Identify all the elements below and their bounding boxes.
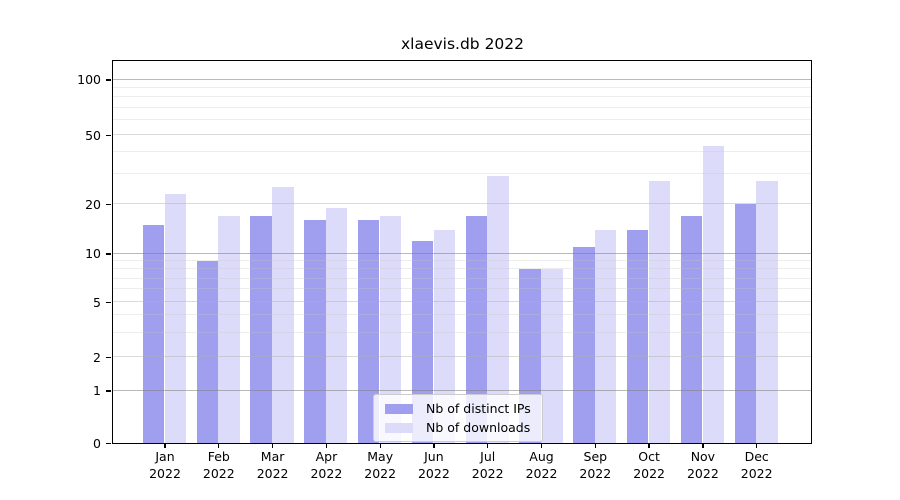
gridline-minor xyxy=(113,96,811,98)
gridline-minor xyxy=(113,259,811,261)
y-tick-mark xyxy=(106,390,111,392)
bar-distinct-ips xyxy=(411,240,434,443)
gridline-minor xyxy=(113,172,811,174)
gridline-minor xyxy=(113,86,811,88)
bar-distinct-ips xyxy=(304,219,326,443)
y-tick-label: 1 xyxy=(93,383,101,398)
gridline-minor xyxy=(113,277,811,279)
x-tick-label: Oct 2022 xyxy=(633,449,665,481)
bar-downloads xyxy=(164,193,187,443)
x-tick-mark xyxy=(379,443,381,448)
bar-downloads xyxy=(595,229,617,443)
bar-distinct-ips xyxy=(142,224,165,443)
bar-distinct-ips xyxy=(627,229,649,443)
x-tick-mark xyxy=(594,443,596,448)
x-tick-mark xyxy=(487,443,489,448)
x-tick-label: Sep 2022 xyxy=(579,449,612,481)
y-tick-mark xyxy=(106,356,111,359)
y-tick-mark xyxy=(106,203,111,206)
gridline-major xyxy=(113,78,811,80)
x-tick-mark xyxy=(540,443,543,448)
bar-downloads xyxy=(541,269,563,443)
chart-title: xlaevis.db 2022 xyxy=(400,35,525,53)
gridline-minor xyxy=(113,314,811,316)
bar-downloads xyxy=(648,181,671,443)
y-tick-mark xyxy=(106,442,111,445)
y-tick-label: 10 xyxy=(85,246,101,261)
gridline-minor xyxy=(113,331,811,333)
x-tick-label: Jul 2022 xyxy=(471,449,504,481)
gridline-minor xyxy=(113,107,811,109)
x-tick-mark xyxy=(702,443,704,448)
bar-distinct-ips xyxy=(196,260,219,443)
y-tick-label: 5 xyxy=(93,294,101,310)
gridline-minor xyxy=(113,150,811,152)
bar-downloads xyxy=(379,215,402,443)
y-tick-label: 20 xyxy=(85,196,101,212)
x-tick-label: Jan 2022 xyxy=(149,449,181,481)
gridline-major xyxy=(113,203,811,204)
x-tick-mark xyxy=(271,443,274,448)
bar-distinct-ips xyxy=(358,219,380,443)
legend-swatch-distinct-ips-icon xyxy=(385,403,413,414)
x-tick-mark xyxy=(218,443,220,448)
bar-downloads xyxy=(218,215,240,443)
gridline-major xyxy=(113,134,811,135)
legend-item-distinct-ips: Nb of distinct IPs xyxy=(385,399,536,418)
bar-distinct-ips xyxy=(465,215,488,443)
legend-swatch-downloads-icon xyxy=(385,422,413,433)
x-tick-label: Dec 2022 xyxy=(740,449,773,481)
gridline-minor xyxy=(113,119,811,121)
bar-downloads xyxy=(326,207,348,443)
y-tick-label: 100 xyxy=(77,72,101,87)
gridline-major xyxy=(113,356,811,357)
legend-label-downloads: Nb of downloads xyxy=(426,420,531,435)
x-tick-mark xyxy=(325,443,328,448)
bar-downloads xyxy=(272,187,294,443)
bar-distinct-ips xyxy=(734,204,756,443)
y-tick-mark xyxy=(106,253,111,255)
y-tick-mark xyxy=(106,301,111,304)
bar-downloads xyxy=(487,176,509,443)
x-tick-label: Mar 2022 xyxy=(256,449,289,481)
bar-downloads xyxy=(756,181,778,443)
bar-downloads xyxy=(702,146,724,443)
gridline-major xyxy=(113,389,811,391)
x-tick-mark xyxy=(648,443,650,448)
bar-distinct-ips xyxy=(680,215,703,443)
x-tick-label: Nov 2022 xyxy=(686,449,719,481)
x-tick-label: Apr 2022 xyxy=(310,449,343,481)
legend-label-distinct-ips: Nb of distinct IPs xyxy=(426,401,531,416)
x-tick-mark xyxy=(756,443,758,448)
gridline-minor xyxy=(113,268,811,270)
legend-item-downloads: Nb of downloads xyxy=(385,418,536,437)
x-tick-label: May 2022 xyxy=(364,449,397,481)
y-tick-label: 0 xyxy=(93,435,101,451)
y-tick-mark xyxy=(106,134,111,137)
x-tick-label: Feb 2022 xyxy=(202,449,235,481)
gridline-major xyxy=(113,301,811,302)
gridline-major xyxy=(113,252,811,254)
plot-area xyxy=(112,60,812,444)
bar-distinct-ips xyxy=(250,215,272,443)
x-tick-label: Aug 2022 xyxy=(525,449,558,481)
x-tick-label: Jun 2022 xyxy=(417,449,450,481)
x-tick-mark xyxy=(164,443,166,448)
x-tick-mark xyxy=(433,443,435,448)
legend: Nb of distinct IPs Nb of downloads xyxy=(373,394,543,442)
gridline-minor xyxy=(113,288,811,290)
bar-distinct-ips xyxy=(573,246,595,443)
y-tick-label: 2 xyxy=(93,349,101,365)
y-tick-mark xyxy=(106,79,111,81)
y-tick-label: 50 xyxy=(85,127,101,143)
